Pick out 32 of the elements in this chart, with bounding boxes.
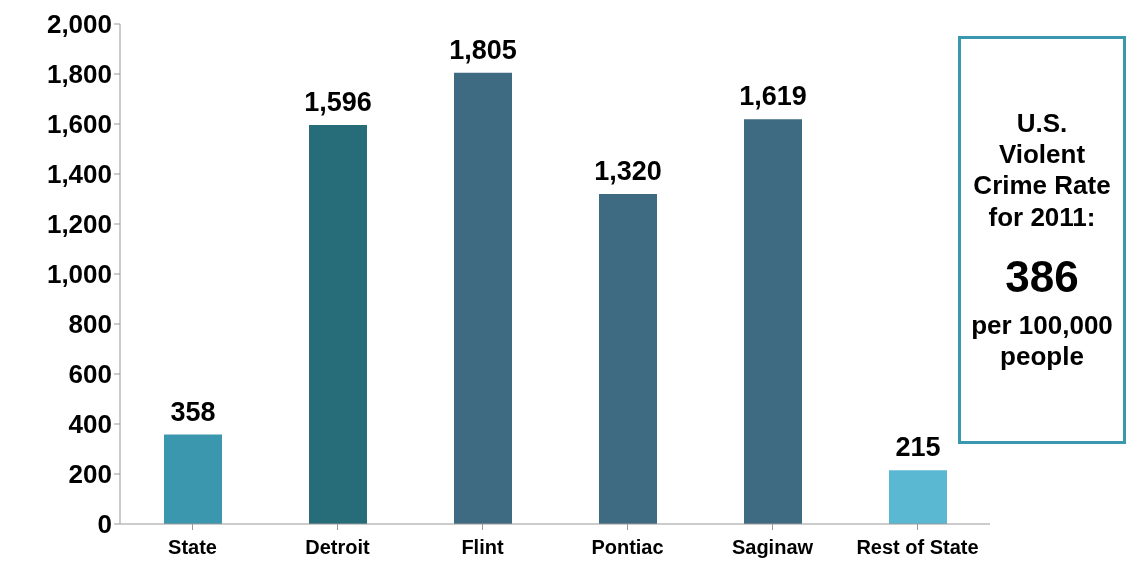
y-tick-label: 0 (97, 509, 112, 540)
y-tick-label: 1,800 (46, 59, 112, 90)
x-tick-label: Detroit (305, 536, 371, 559)
data-label: 1,619 (739, 81, 807, 112)
bar (889, 470, 947, 524)
data-label: 358 (170, 396, 216, 427)
data-label: 215 (895, 432, 941, 463)
annotation: per 100,000 people (970, 309, 1114, 372)
x-tick-label: Saginaw (731, 536, 814, 559)
bar (454, 72, 512, 524)
x-tick-label: Pontiac (591, 536, 664, 559)
annotation: U.S. Violent Crime Rate for 2011: (972, 108, 1112, 233)
y-tick-label: 1,200 (46, 209, 112, 240)
y-tick-label: 800 (68, 309, 112, 340)
x-tick-label: Rest of State (856, 536, 979, 559)
y-tick-label: 2,000 (46, 9, 112, 40)
x-tick-label: State (168, 536, 217, 559)
bar (744, 119, 802, 524)
y-tick-label: 1,400 (46, 159, 112, 190)
y-tick-label: 200 (68, 459, 112, 490)
y-tick-label: 1,600 (46, 109, 112, 140)
bar (309, 125, 367, 524)
bar (164, 434, 222, 524)
y-tick-label: 400 (68, 409, 112, 440)
x-tick-label: Flint (461, 536, 504, 559)
y-tick-label: 1,000 (46, 259, 112, 290)
data-label: 1,320 (594, 156, 662, 186)
text: 386 (1004, 250, 1080, 303)
bar (599, 194, 657, 524)
y-tick-label: 600 (68, 359, 112, 390)
data-label: 1,596 (304, 87, 372, 117)
data-label: 1,805 (449, 34, 517, 65)
